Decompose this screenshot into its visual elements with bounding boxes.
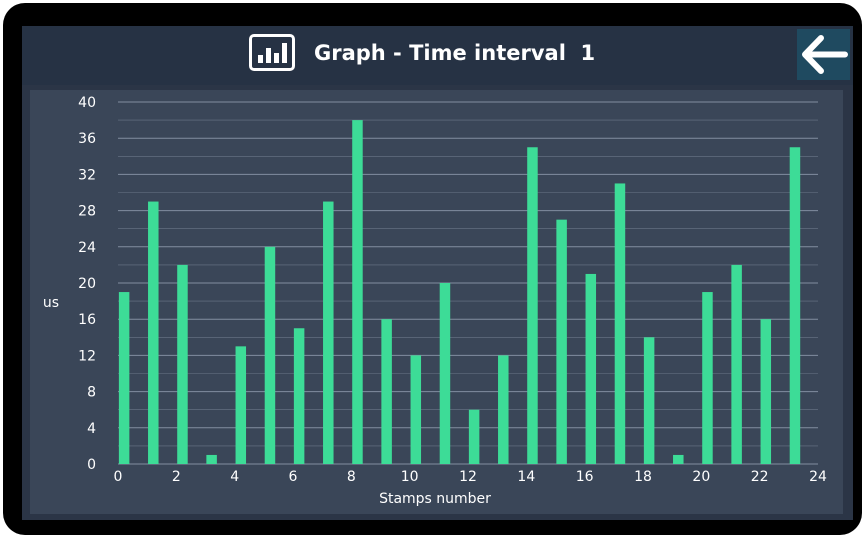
bar-20 bbox=[702, 292, 713, 464]
y-tick-label: 40 bbox=[78, 95, 96, 111]
header-bar: Graph - Time interval 1 bbox=[22, 26, 853, 85]
x-tick-label: 14 bbox=[517, 469, 535, 485]
bar-8 bbox=[352, 120, 363, 464]
bar-3 bbox=[206, 454, 217, 464]
bar-1 bbox=[148, 201, 159, 465]
bar-7 bbox=[323, 201, 334, 465]
bar-6 bbox=[293, 328, 305, 464]
page-title: Graph - Time interval 1 bbox=[314, 41, 596, 65]
bar-12 bbox=[468, 409, 480, 464]
x-tick-label: 20 bbox=[692, 469, 710, 485]
bars bbox=[118, 120, 801, 465]
bar-chart-icon-bar bbox=[258, 55, 263, 63]
arrow-left-icon bbox=[802, 35, 848, 74]
bar-13 bbox=[498, 355, 509, 464]
y-tick-label: 20 bbox=[78, 276, 96, 292]
bar-chart-icon-bar bbox=[266, 48, 271, 63]
y-tick-label: 8 bbox=[87, 385, 96, 401]
bar-21 bbox=[731, 264, 742, 464]
bar-17 bbox=[614, 183, 626, 464]
bar-23 bbox=[789, 147, 801, 464]
bar-11 bbox=[439, 283, 451, 464]
x-tick-labels: 0 2 4 6 8 10 12 14 16 18 20 22 24 bbox=[114, 469, 827, 485]
x-axis-label: Stamps number bbox=[379, 491, 491, 507]
bar-chart-icon-bar bbox=[282, 43, 287, 63]
grid-lines bbox=[118, 101, 818, 465]
bar-5 bbox=[264, 246, 276, 464]
bar-22 bbox=[760, 319, 772, 464]
bar-16 bbox=[585, 273, 597, 464]
bar-2 bbox=[177, 264, 188, 464]
bar-10 bbox=[410, 355, 422, 464]
chart-panel: 0 4 8 12 16 20 24 28 32 36 40 0 2 4 6 8 10 12 14 16 18 20 22 2… bbox=[30, 90, 843, 514]
bar-15 bbox=[556, 219, 567, 464]
x-tick-label: 8 bbox=[347, 469, 356, 485]
x-tick-label: 12 bbox=[459, 469, 477, 485]
bar-18 bbox=[643, 337, 655, 464]
bar-19 bbox=[673, 454, 684, 464]
back-button[interactable] bbox=[797, 29, 850, 80]
y-tick-label: 24 bbox=[78, 240, 96, 256]
y-tick-label: 0 bbox=[87, 457, 96, 473]
y-axis-label: us bbox=[43, 295, 59, 311]
bar-9 bbox=[381, 319, 392, 464]
y-tick-label: 32 bbox=[78, 167, 96, 183]
x-tick-label: 6 bbox=[289, 469, 298, 485]
x-tick-label: 0 bbox=[114, 469, 123, 485]
y-tick-label: 16 bbox=[78, 312, 96, 328]
bar-0 bbox=[118, 292, 130, 464]
y-tick-label: 4 bbox=[87, 421, 96, 437]
x-tick-label: 18 bbox=[634, 469, 652, 485]
bar-chart-icon bbox=[249, 34, 295, 71]
bar-4 bbox=[235, 346, 247, 464]
screen: Graph - Time interval 1 0 4 8 12 16 20 24 28 32 3… bbox=[22, 26, 853, 520]
y-tick-label: 12 bbox=[78, 348, 96, 364]
x-tick-label: 22 bbox=[751, 469, 769, 485]
x-tick-label: 2 bbox=[172, 469, 181, 485]
bar-chart-icon-bar bbox=[274, 53, 279, 63]
device-frame: Graph - Time interval 1 0 4 8 12 16 20 24 28 32 3… bbox=[3, 3, 862, 535]
x-tick-label: 4 bbox=[230, 469, 239, 485]
y-tick-label: 36 bbox=[78, 131, 96, 147]
bar-14 bbox=[527, 147, 538, 464]
x-tick-label: 16 bbox=[576, 469, 594, 485]
y-tick-labels: 0 4 8 12 16 20 24 28 32 36 40 bbox=[78, 95, 96, 473]
y-tick-label: 28 bbox=[78, 204, 96, 220]
x-tick-label: 10 bbox=[401, 469, 419, 485]
x-tick-label: 24 bbox=[809, 469, 827, 485]
